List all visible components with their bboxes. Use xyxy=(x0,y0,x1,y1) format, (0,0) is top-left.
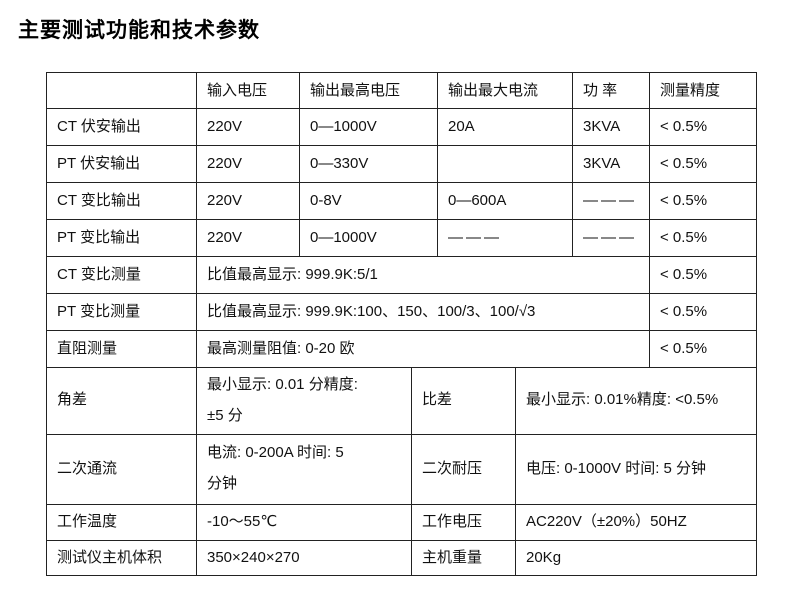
cell-sub-label: 二次耐压 xyxy=(411,433,516,505)
cell-row-label: 直阻测量 xyxy=(46,330,197,368)
row-dc-resistance-measurement: 直阻测量 最高测量阻值: 0-20 欧 < 0.5% xyxy=(46,330,757,368)
cell-row-label: 二次通流 xyxy=(46,433,197,505)
cell-sub-value: 最小显示: 0.01%精度: <0.5% xyxy=(515,367,757,435)
cell-value: 比值最高显示: 999.9K:100、150、100/3、100/√3 xyxy=(196,293,650,331)
cell-input-voltage: 220V xyxy=(196,108,300,146)
cell-max-output-current xyxy=(437,145,573,183)
cell-accuracy: < 0.5% xyxy=(649,293,757,331)
cell-accuracy: < 0.5% xyxy=(649,256,757,294)
cell-row-label: CT 伏安输出 xyxy=(46,108,197,146)
cell-row-label: CT 变比测量 xyxy=(46,256,197,294)
cell-sub-label: 工作电压 xyxy=(411,503,516,541)
spec-table: 输入电压 输出最高电压 输出最大电流 功 率 测量精度 CT 伏安输出 220V… xyxy=(46,72,757,577)
cell-max-output-voltage: 0—1000V xyxy=(299,108,438,146)
cell-accuracy: < 0.5% xyxy=(649,330,757,368)
cell-max-output-voltage: 0—330V xyxy=(299,145,438,183)
cell-max-output-voltage: 0—1000V xyxy=(299,219,438,257)
header-cell-accuracy: 测量精度 xyxy=(649,72,757,109)
cell-power: 3KVA xyxy=(572,108,650,146)
row-working-temperature: 工作温度 -10～55℃ 工作电压 AC220V（±20%）50HZ xyxy=(46,503,757,541)
cell-max-output-current: 0—600A xyxy=(437,182,573,220)
row-ct-ratio-measurement: CT 变比测量 比值最高显示: 999.9K:5/1 < 0.5% xyxy=(46,256,757,294)
cell-input-voltage: 220V xyxy=(196,145,300,183)
header-cell-input-voltage: 输入电压 xyxy=(196,72,300,109)
header-cell-max-output-voltage: 输出最高电压 xyxy=(299,72,438,109)
cell-sub-label: 比差 xyxy=(411,367,516,435)
cell-sub-label: 主机重量 xyxy=(411,539,516,577)
cell-value: 比值最高显示: 999.9K:5/1 xyxy=(196,256,650,294)
cell-row-label: 角差 xyxy=(46,367,197,435)
row-ct-ratio-output: CT 变比输出 220V 0-8V 0—600A ——— < 0.5% xyxy=(46,182,757,220)
cell-accuracy: < 0.5% xyxy=(649,108,757,146)
cell-row-label: CT 变比输出 xyxy=(46,182,197,220)
row-ct-volt-ampere-output: CT 伏安输出 220V 0—1000V 20A 3KVA < 0.5% xyxy=(46,108,757,146)
row-tester-size: 测试仪主机体积 350×240×270 主机重量 20Kg xyxy=(46,539,757,577)
cell-power: ——— xyxy=(572,219,650,257)
cell-accuracy: < 0.5% xyxy=(649,219,757,257)
cell-row-label: 测试仪主机体积 xyxy=(46,539,197,577)
cell-row-label: PT 变比测量 xyxy=(46,293,197,331)
cell-row-label: PT 变比输出 xyxy=(46,219,197,257)
cell-sub-value: 电压: 0-1000V 时间: 5 分钟 xyxy=(515,433,757,505)
cell-input-voltage: 220V xyxy=(196,219,300,257)
page-title: 主要测试功能和技术参数 xyxy=(18,18,260,42)
cell-accuracy: < 0.5% xyxy=(649,145,757,183)
header-cell-blank xyxy=(46,72,197,109)
header-row: 输入电压 输出最高电压 输出最大电流 功 率 测量精度 xyxy=(46,72,757,109)
cell-input-voltage: 220V xyxy=(196,182,300,220)
row-pt-volt-ampere-output: PT 伏安输出 220V 0—330V 3KVA < 0.5% xyxy=(46,145,757,183)
cell-sub-value: AC220V（±20%）50HZ xyxy=(515,503,757,541)
spec-table-bottom: 角差 最小显示: 0.01 分精度: ±5 分 比差 最小显示: 0.01%精度… xyxy=(46,367,757,577)
cell-accuracy: < 0.5% xyxy=(649,182,757,220)
cell-power: ——— xyxy=(572,182,650,220)
row-angle-difference: 角差 最小显示: 0.01 分精度: ±5 分 比差 最小显示: 0.01%精度… xyxy=(46,367,757,435)
cell-value: 电流: 0-200A 时间: 5 分钟 xyxy=(196,433,412,505)
cell-row-label: 工作温度 xyxy=(46,503,197,541)
cell-value: 最小显示: 0.01 分精度: ±5 分 xyxy=(196,367,412,435)
cell-value: 350×240×270 xyxy=(196,539,412,577)
cell-value: 最高测量阻值: 0-20 欧 xyxy=(196,330,650,368)
cell-max-output-voltage: 0-8V xyxy=(299,182,438,220)
row-secondary-current: 二次通流 电流: 0-200A 时间: 5 分钟 二次耐压 电压: 0-1000… xyxy=(46,433,757,505)
spec-table-top: 输入电压 输出最高电压 输出最大电流 功 率 测量精度 CT 伏安输出 220V… xyxy=(46,72,757,368)
header-cell-max-output-current: 输出最大电流 xyxy=(437,72,573,109)
header-cell-power: 功 率 xyxy=(572,72,650,109)
cell-max-output-current: ——— xyxy=(437,219,573,257)
cell-power: 3KVA xyxy=(572,145,650,183)
cell-sub-value: 20Kg xyxy=(515,539,757,577)
cell-row-label: PT 伏安输出 xyxy=(46,145,197,183)
cell-value: -10～55℃ xyxy=(196,503,412,541)
row-pt-ratio-output: PT 变比输出 220V 0—1000V ——— ——— < 0.5% xyxy=(46,219,757,257)
cell-max-output-current: 20A xyxy=(437,108,573,146)
row-pt-ratio-measurement: PT 变比测量 比值最高显示: 999.9K:100、150、100/3、100… xyxy=(46,293,757,331)
